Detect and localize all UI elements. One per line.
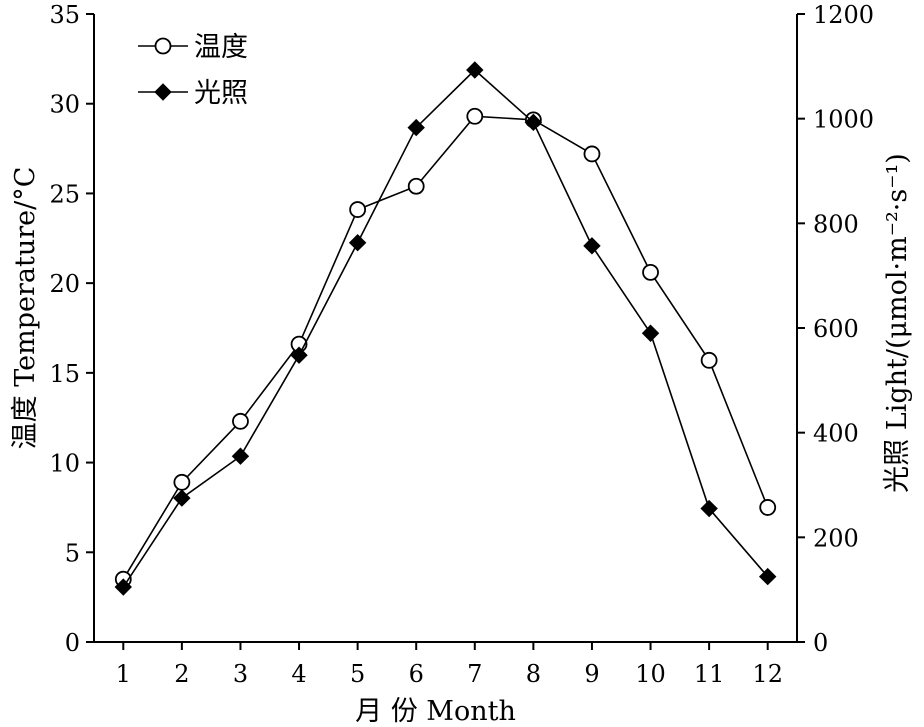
x-tick-label: 6 — [409, 660, 424, 688]
axis-titles: 月 份 Month 温度 Temperature/°C 光照 Light/(μmol… — [10, 153, 913, 727]
light-series-point — [759, 567, 777, 586]
y-right-tick-label: 1200 — [813, 1, 874, 29]
y-left-tick-label: 5 — [65, 539, 80, 567]
x-tick-label: 1 — [116, 660, 131, 688]
temperature-series-point — [759, 499, 777, 516]
temperature-series-point — [232, 412, 249, 430]
temperature-series-point — [583, 145, 601, 163]
light-series-point — [700, 499, 718, 518]
y-left-tick-label: 0 — [65, 629, 80, 657]
light-series-point — [524, 113, 543, 132]
y-right-axis-title: 光照 Light/(μmol·m⁻²·s⁻¹) — [882, 153, 913, 493]
light-series-point — [583, 237, 601, 255]
temperature-series-point — [642, 263, 659, 281]
light-series-point — [231, 447, 250, 465]
y-left-tick-label: 20 — [49, 270, 80, 298]
temperature-series-point — [700, 351, 718, 369]
y-right-tick-label: 400 — [813, 420, 859, 448]
legend-marker-filled-diamond — [154, 83, 172, 101]
y-left-axis-title: 温度 Temperature/°C — [10, 167, 41, 450]
light-series-point — [641, 324, 660, 342]
y-right-tick-label: 600 — [813, 315, 859, 343]
temperature-series-line — [122, 115, 769, 580]
legend-label: 温度 — [194, 32, 248, 63]
light-series-point — [114, 578, 132, 596]
x-tick-label: 11 — [694, 660, 725, 688]
light-series-point — [466, 61, 484, 79]
legend-label: 光照 — [194, 78, 248, 109]
temperature-series-point — [407, 177, 425, 195]
x-tick-label: 5 — [350, 660, 365, 688]
temperature-series-point — [173, 473, 191, 491]
y-left-tick-label: 10 — [49, 450, 80, 478]
y-left-tick-label: 30 — [49, 91, 80, 119]
temperature-series-point — [466, 107, 484, 125]
temperature-series-point — [349, 201, 367, 218]
y-left-tick-label: 35 — [49, 1, 80, 29]
light-series-line — [122, 68, 769, 588]
x-tick-label: 2 — [174, 660, 189, 688]
x-tick-label: 10 — [635, 660, 666, 688]
x-tick-label: 12 — [752, 660, 783, 688]
axes: 1 2 3 4 5 6 7 8 9 10 11 120510152025303502004006008… — [49, 1, 874, 688]
light-series-point — [290, 346, 308, 364]
x-tick-label: 9 — [584, 660, 599, 688]
y-left-tick-label: 25 — [49, 180, 80, 208]
x-tick-label: 4 — [291, 660, 306, 688]
light-series-point — [407, 118, 425, 137]
x-tick-label: 7 — [467, 660, 482, 688]
x-tick-label: 8 — [526, 660, 541, 688]
y-right-tick-label: 1000 — [813, 106, 874, 134]
y-right-tick-label: 0 — [813, 629, 828, 657]
y-left-tick-label: 15 — [49, 360, 80, 388]
y-right-tick-label: 800 — [813, 210, 859, 238]
light-series-point — [348, 233, 367, 252]
light-series-point — [173, 489, 191, 507]
legend-marker-open-circle — [154, 37, 172, 55]
x-axis-title: 月 份 Month — [355, 696, 516, 727]
y-right-tick-label: 200 — [813, 524, 859, 552]
series-layer — [114, 61, 777, 596]
x-tick-label: 3 — [233, 660, 248, 688]
